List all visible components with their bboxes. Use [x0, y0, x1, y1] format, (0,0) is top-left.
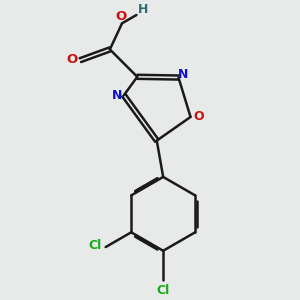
Text: N: N [112, 89, 122, 102]
Text: Cl: Cl [157, 284, 170, 297]
Text: Cl: Cl [89, 239, 102, 252]
Text: O: O [67, 53, 78, 66]
Text: O: O [116, 10, 127, 23]
Text: N: N [178, 68, 188, 81]
Text: O: O [193, 110, 204, 124]
Text: H: H [137, 3, 148, 16]
